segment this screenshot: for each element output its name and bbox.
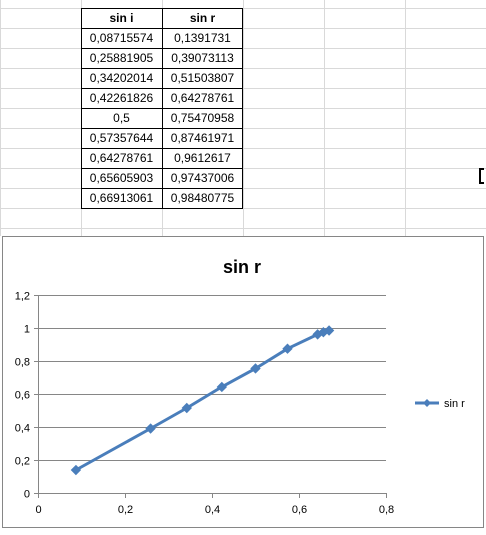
x-tick-label: 0,2 [118,504,133,516]
x-tick-label: 0 [35,504,41,516]
cell-selection-handle[interactable] [479,168,484,184]
table-cell[interactable]: 0,51503807 [171,71,235,85]
table-cell[interactable]: 0,34202014 [90,71,154,85]
y-tick-label: 1,2 [15,291,30,303]
data-point-marker [181,402,192,414]
data-point-marker [70,464,82,476]
y-tick-label: 0,2 [15,456,30,468]
table-cell[interactable]: 0,1391731 [174,31,231,45]
table-cell[interactable]: 0,5 [113,111,130,125]
y-tick-label: 1 [24,324,30,336]
y-axis-tick-labels: 0 0,2 0,4 0,6 0,8 1 1,2 [15,291,30,501]
table-cell[interactable]: 0,98480775 [171,191,235,205]
data-point-marker [145,423,156,434]
table-cell[interactable]: 0,08715574 [90,31,154,45]
data-point-marker [216,381,228,393]
y-tick-label: 0 [24,489,30,501]
series-sin-r [70,325,335,476]
table-cell[interactable]: 0,9612617 [174,151,231,165]
column-header[interactable]: sin i [109,11,133,25]
legend-label: sin r [444,398,465,410]
table-cell[interactable]: 0,65605903 [90,171,154,185]
x-axis-tick-labels: 0 0,2 0,4 0,6 0,8 [35,504,394,516]
chart-legend: sin r [415,398,465,410]
column-header[interactable]: sin r [190,11,216,25]
data-point-marker [282,343,293,354]
data-table: sin i sin r 0,08715574 0,1391731 0,25881905 0… [81,8,243,209]
table-cell[interactable]: 0,25881905 [90,51,154,65]
x-tick-label: 0,4 [205,504,220,516]
plot-axes [38,295,387,498]
chart-object[interactable]: sin r 0 0,2 0,4 0,6 0,8 1 1,2 0 0,2 0,4 0,6 0,8 si… [2,236,484,528]
table-cell[interactable]: 0,57357644 [90,131,154,145]
table-cell[interactable]: 0,64278761 [171,91,235,105]
x-tick-label: 0,6 [292,504,307,516]
data-point-marker [250,363,261,374]
line-chart: sin r 0 0,2 0,4 0,6 0,8 1 1,2 0 0,2 0,4 0,6 0,8 si… [15,257,465,516]
table-cell[interactable]: 0,75470958 [171,111,235,125]
table-cell[interactable]: 0,97437006 [171,171,235,185]
table-cell[interactable]: 0,39073113 [171,51,234,65]
series-line [75,329,330,472]
table-cell[interactable]: 0,66913061 [90,191,154,205]
table-cell[interactable]: 0,87461971 [171,131,235,145]
y-tick-label: 0,6 [15,390,30,402]
y-tick-label: 0,8 [15,357,30,369]
table-cell[interactable]: 0,64278761 [90,151,154,165]
chart-title: sin r [223,257,261,277]
data-point-marker [323,325,335,336]
legend-diamond-marker [423,399,431,407]
table-cell[interactable]: 0,42261826 [90,91,154,105]
y-tick-label: 0,4 [15,423,30,435]
x-tick-label: 0,8 [379,504,394,516]
